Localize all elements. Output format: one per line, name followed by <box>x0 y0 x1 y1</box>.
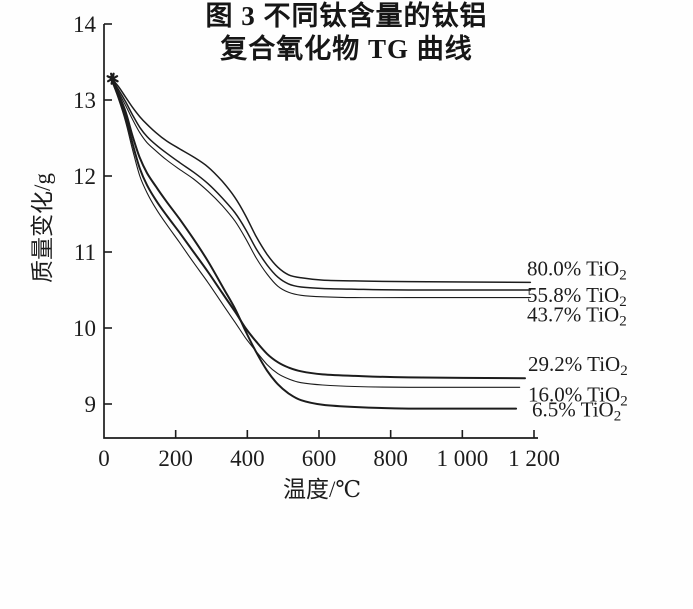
tg-curve-43.7TiO2 <box>109 76 531 299</box>
tg-curve-80.0TiO2 <box>109 76 532 284</box>
y-tick-label: 11 <box>74 240 96 265</box>
y-tick-label: 14 <box>73 12 97 37</box>
x-tick-label: 1 000 <box>436 446 488 471</box>
tg-curve-6.5TiO2 <box>109 76 518 410</box>
y-tick-label: 10 <box>73 316 96 341</box>
caption-line2: 复合氧化物 TG 曲线 <box>220 34 473 64</box>
x-tick-label: 1 200 <box>508 446 560 471</box>
tg-curve-29.2TiO2 <box>109 76 526 380</box>
series-label-43.7TiO2: 43.7% TiO2 <box>527 303 627 330</box>
caption-line1: 图 3 不同钛含量的钛铝 <box>205 1 488 31</box>
axes <box>103 23 538 439</box>
axis-lines <box>103 24 538 439</box>
y-tick-label: 9 <box>85 392 97 417</box>
y-axis-title: 质量变化/g <box>30 173 55 283</box>
x-axis-title: 温度/℃ <box>283 477 361 502</box>
series-label-55.8TiO2: 55.8% TiO2 <box>527 283 627 310</box>
y-tick-label: 13 <box>73 88 96 113</box>
curve-start-marker <box>106 72 119 85</box>
series-label-80.0TiO2: 80.0% TiO2 <box>527 256 627 283</box>
tg-curves <box>109 76 532 410</box>
y-tick-label: 12 <box>73 164 96 189</box>
x-tick-label: 800 <box>373 446 408 471</box>
x-tick-label: 400 <box>230 446 265 471</box>
tg-curve-55.8TiO2 <box>109 76 532 291</box>
figure-caption: 图 3 不同钛含量的钛铝 复合氧化物 TG 曲线 <box>0 0 693 66</box>
x-tick-label: 600 <box>302 446 337 471</box>
x-tick-label: 0 <box>98 446 110 471</box>
series-label-16.0TiO2: 16.0% TiO2 <box>528 382 628 409</box>
x-tick-label: 200 <box>158 446 193 471</box>
series-label-6.5TiO2: 6.5% TiO2 <box>532 398 621 425</box>
series-label-29.2TiO2: 29.2% TiO2 <box>528 352 628 379</box>
tg-curve-16.0TiO2 <box>109 76 521 388</box>
tick-labels: 14 13 12 11 10 9 0 200 400 600 800 1 000 1 200 <box>73 12 560 471</box>
start-mark-stroke <box>110 72 115 85</box>
